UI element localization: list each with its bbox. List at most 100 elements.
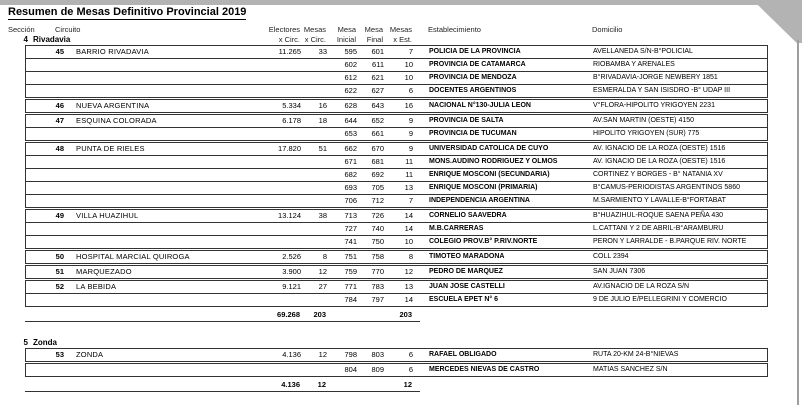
mesas-circ-cell	[301, 294, 327, 306]
table-row: 48 PUNTA DE RIELES 17.820 51 662 670 9 UNIVERSI…	[26, 143, 767, 156]
circuit-number-cell	[26, 294, 66, 306]
mesas-circ-cell	[301, 59, 327, 71]
mesas-est-cell: 9	[408, 129, 413, 138]
establecimiento-cell: INDEPENDENCIA ARGENTINA	[429, 197, 530, 204]
domicilio-cell: M.SARMIENTO Y LAVALLE-B°FORTABAT	[593, 197, 726, 204]
electores-cell: 3.900	[282, 267, 301, 276]
domicilio-cell: AV. IGNACIO DE LA ROZA (OESTE) 1516	[593, 158, 726, 165]
mesa-final-cell-total	[356, 308, 383, 321]
table-row: 622 627 6 DOCENTES ARGENTINOS ESMERALDA Y SA…	[26, 85, 767, 97]
circuit-name-cell: HOSPITAL MARCIAL QUIROGA	[76, 252, 190, 261]
circuit-name-cell: NUEVA ARGENTINA	[76, 101, 150, 110]
column-header-electores-line2: x Circ.	[278, 35, 300, 44]
electores-cell: 11.265	[278, 47, 301, 56]
section: 5 Zonda 53 ZONDA 4.136 12 798 803 6 RAFAEL OBLIGA…	[24, 338, 768, 392]
circuit-name-cell: ESQUINA COLORADA	[76, 116, 157, 125]
circuit-number-cell: 47	[55, 116, 64, 125]
domicilio-cell: B°CAMUS-PERIODISTAS ARGENTINOS 5860	[593, 184, 740, 191]
mesas-circ-cell-total: 12	[317, 380, 326, 389]
mesas-est-cell: 9	[408, 116, 413, 125]
domicilio-cell-total	[576, 308, 768, 321]
table-row: 784 797 14 ESCUELA EPET N° 6 9 DE JULIO E/PE…	[26, 294, 767, 306]
column-header-circuito: Circuito	[55, 25, 81, 34]
mesa-final-cell: 705	[371, 183, 384, 192]
table-row: 50 HOSPITAL MARCIAL QUIROGA 2.526 8 751 758 8 T…	[26, 251, 767, 263]
circuit-name-cell	[66, 156, 251, 168]
circuit-number-cell: 51	[55, 267, 64, 276]
mesa-inicial-cell: 644	[344, 116, 357, 125]
circuit-group: 52 LA BEBIDA 9.121 27 771 783 13 JUAN JOSE CAST…	[25, 280, 768, 307]
mesa-inicial-cell: 653	[344, 129, 357, 138]
electores-cell	[251, 223, 301, 235]
establecimiento-cell-total	[412, 308, 576, 321]
establecimiento-cell: PROVINCIA DE MENDOZA	[429, 74, 517, 81]
circuit-number-cell-total	[25, 378, 65, 391]
mesas-est-cell: 8	[408, 252, 413, 261]
section-number: 5	[23, 338, 28, 347]
mesa-inicial-cell: 693	[344, 183, 357, 192]
mesas-circ-cell	[301, 364, 327, 376]
circuit-number-cell	[26, 156, 66, 168]
circuit-name-cell	[66, 223, 251, 235]
mesas-est-cell: 12	[404, 267, 413, 276]
circuit-number-cell: 53	[55, 350, 64, 359]
mesas-circ-cell	[301, 128, 327, 140]
mesas-est-cell: 13	[404, 282, 413, 291]
establecimiento-cell: POLICIA DE LA PROVINCIA	[429, 48, 521, 55]
domicilio-cell: AVELLANEDA S/N-B°POLICIAL	[593, 48, 693, 55]
mesas-est-cell-total: 12	[403, 380, 412, 389]
circuit-number-cell	[26, 182, 66, 194]
establecimiento-cell: NACIONAL N°130-JULIA LEON	[429, 102, 531, 109]
establecimiento-cell: ENRIQUE MOSCONI (PRIMARIA)	[429, 184, 538, 191]
table-row: 727 740 14 M.B.CARRERAS L.CATTANI Y 2 DE ABR…	[26, 223, 767, 236]
mesas-circ-cell	[301, 156, 327, 168]
circuit-number-cell: 45	[55, 47, 64, 56]
circuit-number-cell: 48	[55, 144, 64, 153]
domicilio-cell: AV.SAN MARTIN (OESTE) 4150	[593, 117, 695, 124]
page-corner-cut	[758, 0, 802, 43]
circuit-name-cell	[66, 364, 251, 376]
electores-cell: 9.121	[282, 282, 301, 291]
mesa-final-cell: 797	[371, 295, 384, 304]
circuit-name-cell-total	[65, 308, 250, 321]
domicilio-cell: B°RIVADAVIA-JORGE NEWBERY 1851	[593, 74, 718, 81]
mesa-inicial-cell: 671	[344, 157, 357, 166]
circuit-name-cell	[66, 182, 251, 194]
electores-cell: 2.526	[282, 252, 301, 261]
mesa-inicial-cell: 741	[344, 237, 357, 246]
table-row: 804 809 6 MERCEDES NIEVAS DE CASTRO MATIAS S…	[26, 364, 767, 376]
mesas-est-cell: 11	[405, 157, 413, 166]
circuit-name-cell	[66, 169, 251, 181]
mesas-circ-cell: 27	[318, 282, 327, 291]
table-row: 602 611 10 PROVINCIA DE CATAMARCA RIOBAMBA Y…	[26, 59, 767, 72]
domicilio-cell: ESMERALDA Y SAN ISISDRO -B° UDAP III	[593, 87, 731, 94]
table-row: 682 692 11 ENRIQUE MOSCONI (SECUNDARIA) CORT…	[26, 169, 767, 182]
establecimiento-cell: PROVINCIA DE CATAMARCA	[429, 61, 526, 68]
table-row: 52 LA BEBIDA 9.121 27 771 783 13 JUAN JOSE CAST…	[26, 281, 767, 294]
mesas-circ-cell: 33	[318, 47, 327, 56]
mesa-final-cell: 692	[371, 170, 384, 179]
electores-cell	[251, 169, 301, 181]
domicilio-cell: 9 DE JULIO E/PELLEGRINI Y COMERCIO	[593, 296, 727, 303]
electores-cell	[251, 294, 301, 306]
column-header-mesa-inicial-line2: Inicial	[336, 35, 356, 44]
establecimiento-cell: CORNELIO SAAVEDRA	[429, 212, 507, 219]
electores-cell	[251, 72, 301, 84]
mesa-inicial-cell: 784	[344, 295, 357, 304]
circuit-name-cell	[66, 72, 251, 84]
establecimiento-cell: PROVINCIA DE SALTA	[429, 117, 504, 124]
mesa-inicial-cell: 706	[344, 196, 357, 205]
section: 4 Rivadavia 45 BARRIO RIVADAVIA 11.265 33 595 6…	[24, 35, 768, 322]
circuit-number-cell: 52	[55, 282, 64, 291]
domicilio-cell: HIPOLITO YRIGOYEN (SUR) 775	[593, 130, 700, 137]
electores-cell	[251, 156, 301, 168]
mesas-circ-cell	[301, 169, 327, 181]
mesas-circ-cell: 51	[318, 144, 327, 153]
mesa-final-cell: 621	[371, 73, 384, 82]
circuit-name-cell: PUNTA DE RIELES	[76, 144, 145, 153]
electores-cell: 5.334	[282, 101, 301, 110]
electores-cell: 4.136	[282, 350, 301, 359]
circuit-name-cell: BARRIO RIVADAVIA	[76, 47, 149, 56]
domicilio-cell: AV.IGNACIO DE LA ROZA S/N	[593, 283, 690, 290]
domicilio-cell: RUTA 20-KM 24-B°NIEVAS	[593, 351, 679, 358]
